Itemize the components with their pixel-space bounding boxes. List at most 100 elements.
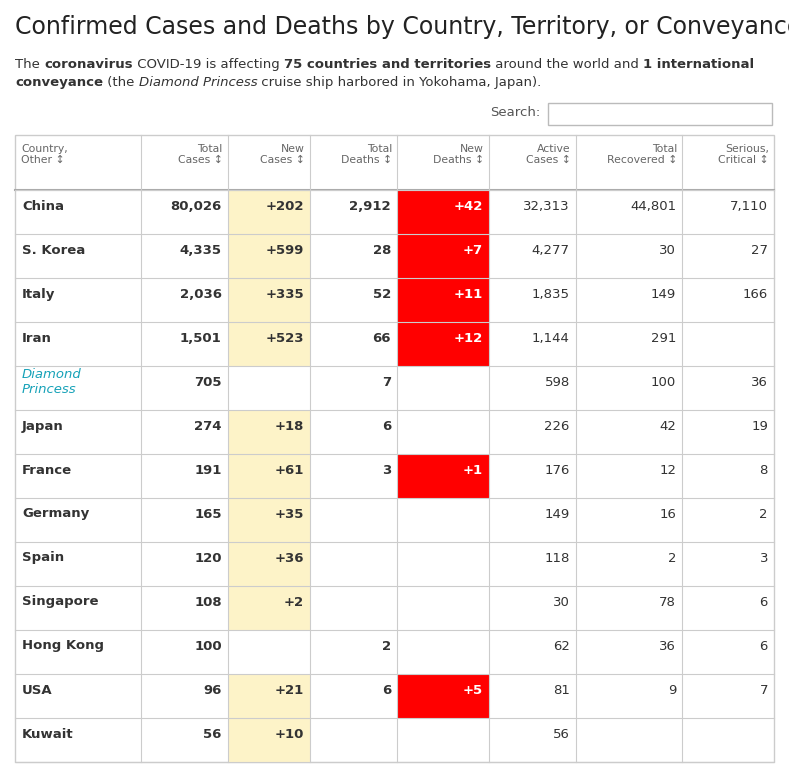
Text: +5: +5 bbox=[462, 684, 483, 696]
Text: 1,501: 1,501 bbox=[180, 331, 222, 345]
Text: 191: 191 bbox=[194, 464, 222, 476]
Text: 166: 166 bbox=[742, 288, 768, 300]
Bar bbox=[228, 278, 310, 322]
Bar bbox=[548, 103, 772, 125]
Bar bbox=[228, 718, 310, 762]
Text: 8: 8 bbox=[760, 464, 768, 476]
Text: coronavirus: coronavirus bbox=[44, 58, 133, 71]
Text: 75 countries and territories: 75 countries and territories bbox=[284, 58, 491, 71]
Text: 30: 30 bbox=[553, 595, 570, 608]
Text: +599: +599 bbox=[266, 244, 304, 257]
Text: 96: 96 bbox=[204, 684, 222, 696]
Text: 36: 36 bbox=[751, 376, 768, 388]
Text: +61: +61 bbox=[275, 464, 304, 476]
Text: 12: 12 bbox=[659, 464, 676, 476]
Bar bbox=[397, 322, 488, 366]
Text: Iran: Iran bbox=[22, 331, 52, 345]
Text: 4,277: 4,277 bbox=[532, 244, 570, 257]
Text: 2: 2 bbox=[667, 552, 676, 565]
Bar bbox=[228, 410, 310, 454]
Text: 274: 274 bbox=[194, 419, 222, 433]
Text: Diamond Princess: Diamond Princess bbox=[139, 76, 257, 89]
Text: 42: 42 bbox=[660, 419, 676, 433]
Text: 7,110: 7,110 bbox=[730, 199, 768, 212]
Text: Kuwait: Kuwait bbox=[22, 727, 73, 741]
Text: 3: 3 bbox=[382, 464, 391, 476]
Text: 6: 6 bbox=[382, 419, 391, 433]
Text: +42: +42 bbox=[454, 199, 483, 212]
Text: 52: 52 bbox=[372, 288, 391, 300]
Text: 108: 108 bbox=[194, 595, 222, 608]
Text: 1 international: 1 international bbox=[643, 58, 754, 71]
Text: China: China bbox=[22, 199, 64, 212]
Text: 44,801: 44,801 bbox=[630, 199, 676, 212]
Text: Total
Deaths ↕: Total Deaths ↕ bbox=[341, 144, 392, 165]
Text: 62: 62 bbox=[553, 640, 570, 653]
Bar bbox=[228, 674, 310, 718]
Text: Total
Recovered ↕: Total Recovered ↕ bbox=[607, 144, 677, 165]
Text: Hong Kong: Hong Kong bbox=[22, 640, 104, 653]
Text: 16: 16 bbox=[660, 507, 676, 520]
Text: +36: +36 bbox=[275, 552, 304, 565]
Text: 66: 66 bbox=[372, 331, 391, 345]
Bar bbox=[228, 542, 310, 586]
Text: 80,026: 80,026 bbox=[170, 199, 222, 212]
Text: 100: 100 bbox=[194, 640, 222, 653]
Text: 1,835: 1,835 bbox=[532, 288, 570, 300]
Text: +2: +2 bbox=[284, 595, 304, 608]
Text: Singapore: Singapore bbox=[22, 595, 99, 608]
Text: Diamond
Princess: Diamond Princess bbox=[22, 368, 82, 396]
Bar bbox=[397, 278, 488, 322]
Text: Germany: Germany bbox=[22, 507, 89, 520]
Text: S. Korea: S. Korea bbox=[22, 244, 85, 257]
Text: Country,
Other ↕: Country, Other ↕ bbox=[21, 144, 68, 165]
Text: +21: +21 bbox=[275, 684, 304, 696]
Text: 78: 78 bbox=[660, 595, 676, 608]
Text: Search:: Search: bbox=[490, 106, 540, 119]
Text: 19: 19 bbox=[751, 419, 768, 433]
Text: 120: 120 bbox=[194, 552, 222, 565]
Bar bbox=[228, 190, 310, 234]
Bar bbox=[397, 190, 488, 234]
Text: +35: +35 bbox=[275, 507, 304, 520]
Text: 6: 6 bbox=[382, 684, 391, 696]
Text: 28: 28 bbox=[372, 244, 391, 257]
Text: 226: 226 bbox=[544, 419, 570, 433]
Text: 6: 6 bbox=[760, 595, 768, 608]
Bar bbox=[397, 674, 488, 718]
Text: 118: 118 bbox=[544, 552, 570, 565]
Text: 291: 291 bbox=[651, 331, 676, 345]
Text: New
Cases ↕: New Cases ↕ bbox=[260, 144, 305, 165]
Bar bbox=[397, 234, 488, 278]
Text: Spain: Spain bbox=[22, 552, 64, 565]
Text: 7: 7 bbox=[382, 376, 391, 388]
Text: 30: 30 bbox=[660, 244, 676, 257]
Text: cruise ship harbored in Yokohama, Japan).: cruise ship harbored in Yokohama, Japan)… bbox=[257, 76, 541, 89]
Text: 36: 36 bbox=[660, 640, 676, 653]
Text: around the world and: around the world and bbox=[491, 58, 643, 71]
Text: +335: +335 bbox=[265, 288, 304, 300]
Text: 2,912: 2,912 bbox=[350, 199, 391, 212]
Text: 705: 705 bbox=[194, 376, 222, 388]
Text: +18: +18 bbox=[275, 419, 304, 433]
Text: 2,036: 2,036 bbox=[180, 288, 222, 300]
Text: 1,144: 1,144 bbox=[532, 331, 570, 345]
Text: Confirmed Cases and Deaths by Country, Territory, or Conveyance: Confirmed Cases and Deaths by Country, T… bbox=[15, 15, 789, 39]
Text: 56: 56 bbox=[204, 727, 222, 741]
Text: conveyance: conveyance bbox=[15, 76, 103, 89]
Text: Total
Cases ↕: Total Cases ↕ bbox=[178, 144, 222, 165]
Text: 149: 149 bbox=[544, 507, 570, 520]
Text: 32,313: 32,313 bbox=[523, 199, 570, 212]
Text: 3: 3 bbox=[760, 552, 768, 565]
Text: 6: 6 bbox=[760, 640, 768, 653]
Text: 100: 100 bbox=[651, 376, 676, 388]
Bar bbox=[228, 498, 310, 542]
Text: (the: (the bbox=[103, 76, 139, 89]
Text: +1: +1 bbox=[462, 464, 483, 476]
Bar bbox=[228, 586, 310, 630]
Text: 9: 9 bbox=[667, 684, 676, 696]
Bar bbox=[228, 454, 310, 498]
Bar bbox=[228, 234, 310, 278]
Text: 176: 176 bbox=[544, 464, 570, 476]
Text: 27: 27 bbox=[751, 244, 768, 257]
